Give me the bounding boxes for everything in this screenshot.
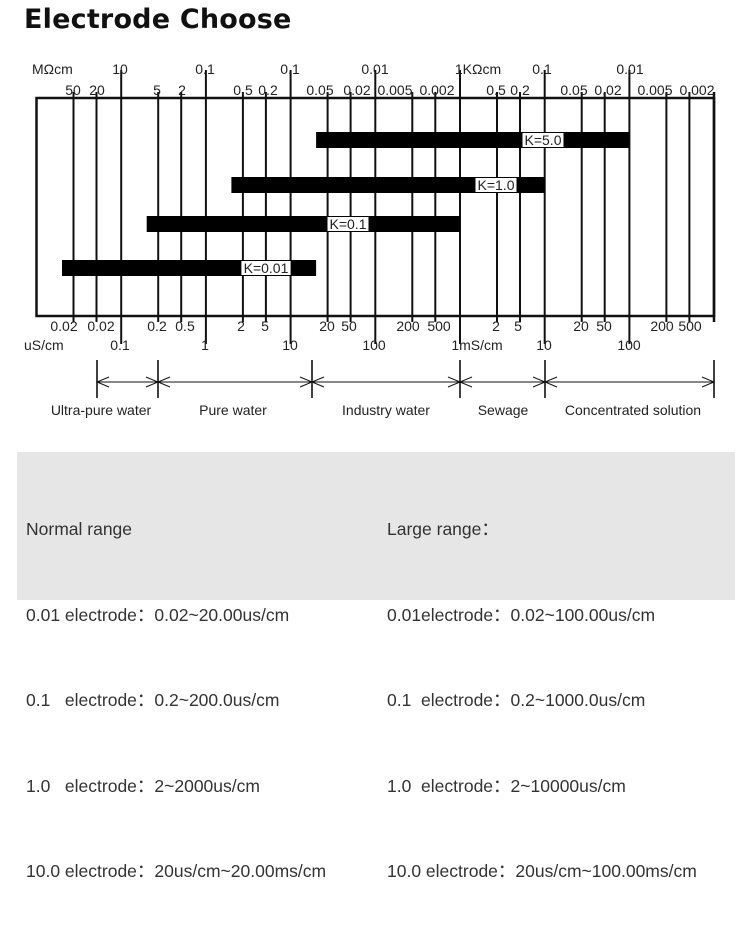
segment-label: Concentrated solution — [565, 402, 701, 418]
top-minor-tick-label: 2 — [178, 82, 186, 98]
segment-label: Ultra-pure water — [51, 402, 152, 418]
bottom-minor-tick-label: 5 — [514, 318, 522, 334]
electrode-label-bg — [241, 261, 291, 275]
bottom-major-tick-label: 100 — [362, 337, 386, 353]
bottom-minor-tick-label: 50 — [341, 318, 357, 334]
arrow-left-icon — [543, 376, 558, 388]
bottom-major-tick-label: 10 — [282, 337, 298, 353]
bottom-minor-tick-label: 0.2 — [147, 318, 167, 334]
normal-range-heading: Normal range — [26, 519, 133, 539]
page-title: Electrode Choose — [24, 4, 292, 35]
top-minor-tick-label: 0.2 — [510, 82, 530, 98]
top-minor-tick-label: 0.5 — [233, 82, 253, 98]
large-range-row: 1.0 electrode：2~10000us/cm — [387, 775, 626, 796]
bottom-minor-tick-label: 20 — [319, 318, 335, 334]
bottom-minor-tick-label: 0.5 — [175, 318, 195, 334]
range-panel: Normal range 0.01 electrode：0.02~20.00us… — [17, 452, 735, 881]
bottom-major-tick-label: 100 — [617, 337, 641, 353]
large-range-column: Large range： 0.01electrode：0.02~100.00us… — [387, 458, 697, 943]
bottom-minor-tick-label: 20 — [573, 318, 589, 334]
normal-range-column: Normal range 0.01 electrode：0.02~20.00us… — [26, 458, 326, 943]
bottom-minor-tick-label: 50 — [596, 318, 612, 334]
top-major-tick-label: 0.1 — [195, 61, 215, 77]
bottom-minor-tick-label: 0.02 — [87, 318, 114, 334]
top-minor-tick-label: 0.002 — [419, 82, 454, 98]
bottom-minor-tick-label: 200 — [396, 318, 420, 334]
large-range-row: 10.0 electrode：20us/cm~100.00ms/cm — [387, 861, 697, 881]
large-range-row: 0.1 electrode：0.2~1000.0us/cm — [387, 690, 646, 710]
top-unit-label: 1KΩcm — [455, 61, 501, 77]
top-major-tick-label: 10 — [112, 61, 128, 77]
bottom-unit-label: 1mS/cm — [451, 337, 502, 353]
electrode-range-bar — [316, 132, 630, 148]
bottom-minor-tick-label: 5 — [261, 318, 269, 334]
bottom-minor-tick-label: 200 — [650, 318, 674, 334]
top-major-tick-label: 0.01 — [616, 61, 643, 77]
arrow-left-icon — [95, 376, 110, 388]
segment-label: Pure water — [199, 402, 267, 418]
arrow-left-icon — [458, 376, 473, 388]
top-minor-tick-label: 50 — [65, 82, 81, 98]
segment-label: Sewage — [478, 402, 529, 418]
electrode-range-bar — [231, 177, 545, 193]
arrow-left-icon — [310, 376, 325, 388]
top-minor-tick-label: 5 — [153, 82, 161, 98]
bottom-minor-tick-label: 2 — [492, 318, 500, 334]
top-minor-tick-label: 0.05 — [306, 82, 333, 98]
bottom-unit-label: uS/cm — [24, 337, 64, 353]
electrode-label-bg — [327, 217, 369, 231]
top-minor-tick-label: 0.05 — [560, 82, 587, 98]
bottom-major-tick-label: 10 — [536, 337, 552, 353]
normal-range-row: 10.0 electrode：20us/cm~20.00ms/cm — [26, 861, 327, 881]
top-minor-tick-label: 0.005 — [637, 82, 672, 98]
segment-label: Industry water — [342, 402, 430, 418]
electrode-label: K=0.01 — [244, 260, 289, 276]
electrode-label: K=0.1 — [330, 216, 367, 232]
electrode-label: K=5.0 — [525, 132, 562, 148]
bottom-minor-tick-label: 2 — [237, 318, 245, 334]
large-range-heading: Large range： — [387, 519, 499, 539]
top-minor-tick-label: 0.02 — [594, 82, 621, 98]
top-minor-tick-label: 0.005 — [377, 82, 412, 98]
normal-range-row: 1.0 electrode：2~2000us/cm — [26, 775, 260, 796]
top-major-tick-label: 0.1 — [532, 61, 552, 77]
normal-range-row: 0.1 electrode：0.2~200.0us/cm — [26, 690, 280, 710]
bottom-major-tick-label: 1 — [201, 337, 209, 353]
electrode-range-bar — [146, 216, 460, 232]
top-major-tick-label: 0.1 — [280, 61, 300, 77]
electrode-label-bg — [475, 178, 517, 192]
top-minor-tick-label: 0.2 — [258, 82, 278, 98]
arrow-right-icon — [701, 376, 716, 388]
electrode-choose-figure: Electrode Choose MΩcm 1KΩcm 10 0.1 0.1 0.01 0.… — [17, 4, 735, 881]
bottom-minor-tick-label: 500 — [427, 318, 451, 334]
top-unit-label: MΩcm — [32, 61, 73, 77]
arrow-left-icon — [156, 376, 171, 388]
electrode-label-bg — [522, 133, 564, 147]
electrode-label: K=1.0 — [478, 177, 515, 193]
top-minor-tick-label: 0.5 — [486, 82, 506, 98]
bottom-major-tick-label: 0.1 — [110, 337, 130, 353]
top-minor-tick-label: 0.002 — [679, 82, 714, 98]
bottom-minor-tick-label: 500 — [678, 318, 702, 334]
top-minor-tick-label: 0.02 — [343, 82, 370, 98]
top-major-tick-label: 0.01 — [361, 61, 388, 77]
top-minor-tick-label: 20 — [89, 82, 105, 98]
bottom-minor-tick-label: 0.02 — [50, 318, 77, 334]
